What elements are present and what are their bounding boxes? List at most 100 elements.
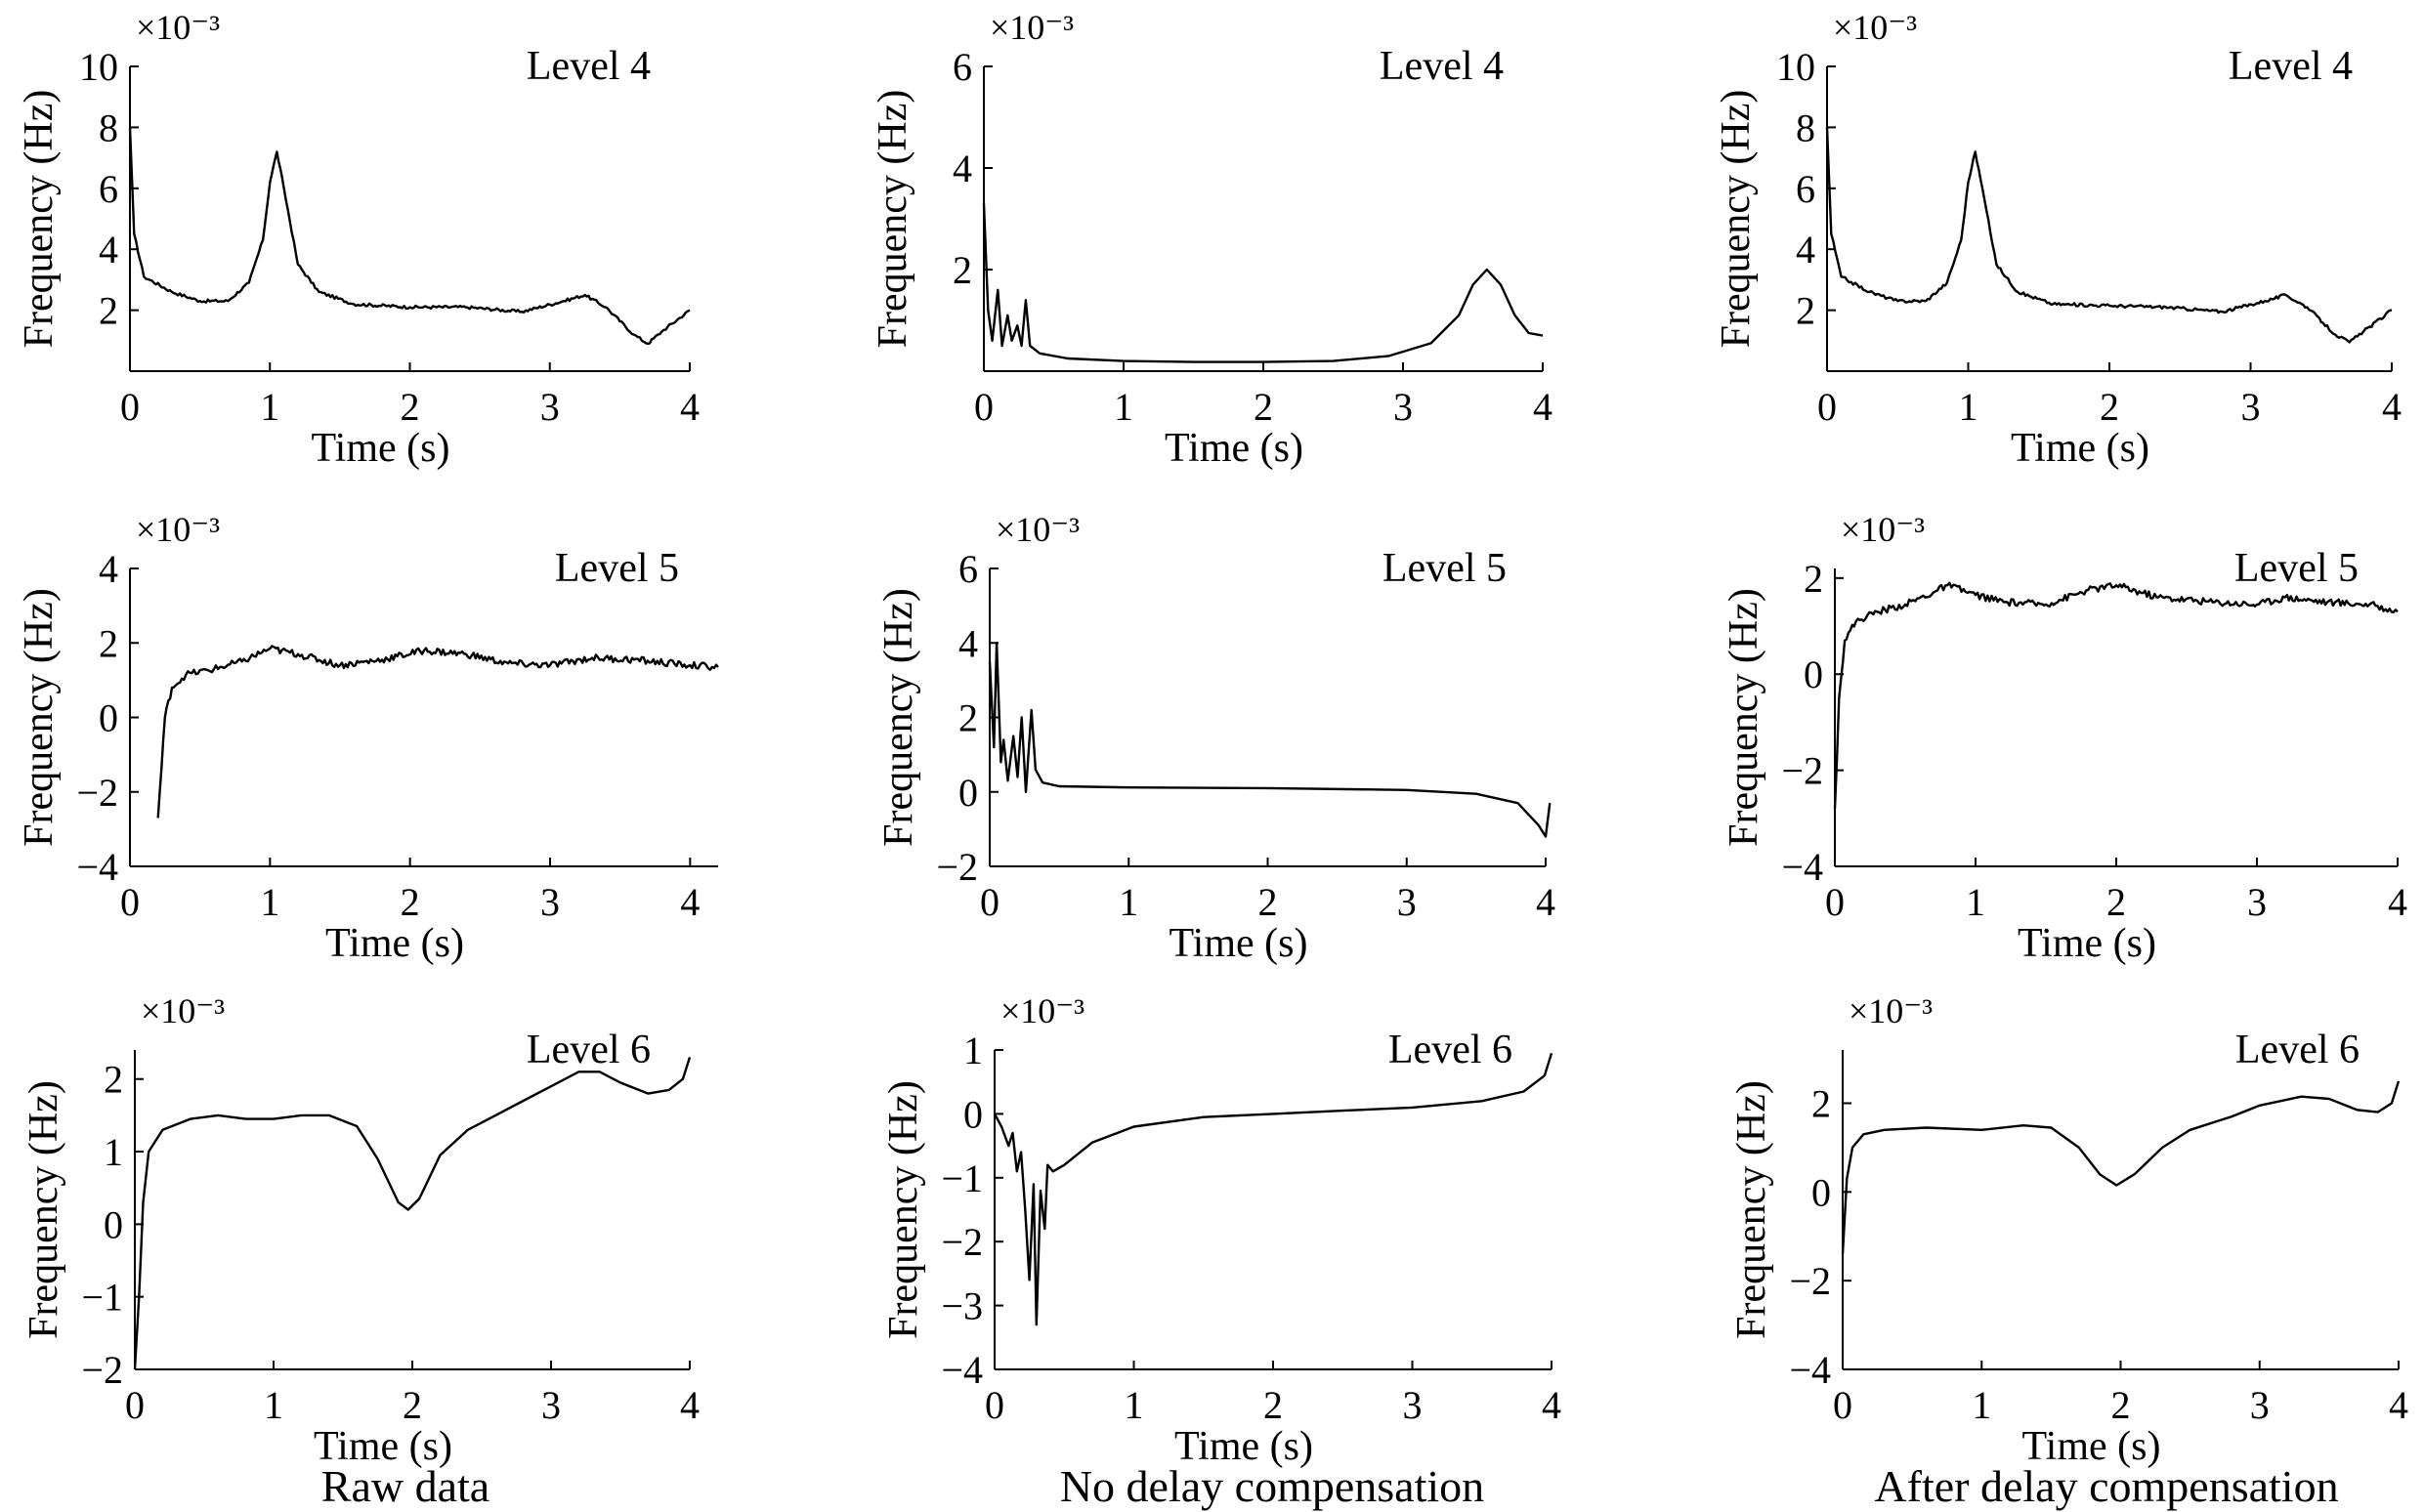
series-line xyxy=(993,1052,1553,1326)
exponent-label: ×10⁻³ xyxy=(1841,510,1925,549)
y-axis-label: Frequency (Hz) xyxy=(1729,1080,1774,1339)
panel-label: Level 5 xyxy=(555,546,679,591)
y-tick-label: 2 xyxy=(99,621,118,665)
x-tick-label: 2 xyxy=(2100,385,2119,429)
series-line xyxy=(1825,127,2393,344)
y-axis-label: Frequency (Hz) xyxy=(17,588,62,847)
x-tick-label: 0 xyxy=(1833,1383,1852,1427)
y-tick-label: 0 xyxy=(958,771,978,815)
y-tick-label: 0 xyxy=(1804,652,1823,696)
panel-raw-l6: 0 1 2 3 4 −2 −1 0 1 2 ×10⁻³ Level 6 Time (s) Frequenc… xyxy=(21,991,700,1469)
series-line xyxy=(988,642,1552,838)
exponent-label: ×10⁻³ xyxy=(1000,991,1084,1030)
panel-raw-l4: 0 1 2 3 4 2 4 6 8 10 ×10⁻³ Level 4 Time (s) Frequency… xyxy=(17,8,700,471)
x-tick-label: 4 xyxy=(1536,880,1555,924)
x-tick-label: 2 xyxy=(1258,880,1278,924)
panel-nodelay-l6: 0 1 2 3 4 −4 −3 −2 −1 0 1 ×10⁻³ Level 6 Time (s) Frequ… xyxy=(881,991,1561,1469)
y-tick-label: −2 xyxy=(1781,749,1823,793)
x-tick-label: 0 xyxy=(985,1383,1004,1427)
x-tick-label: 0 xyxy=(980,880,999,924)
y-tick-label: 2 xyxy=(1811,1082,1831,1126)
y-tick-label: 6 xyxy=(1796,167,1815,211)
x-tick-label: 2 xyxy=(2111,1383,2131,1427)
x-tick-label: 4 xyxy=(680,385,700,429)
y-tick-label: 8 xyxy=(99,105,118,149)
y-tick-label: 2 xyxy=(99,289,118,333)
x-tick-label: 0 xyxy=(120,385,140,429)
exponent-label: ×10⁻³ xyxy=(136,8,220,47)
x-tick-label: 2 xyxy=(401,385,420,429)
x-tick-label: 3 xyxy=(2247,880,2267,924)
y-tick-label: −3 xyxy=(941,1284,983,1328)
exponent-label: ×10⁻³ xyxy=(1849,991,1933,1030)
exponent-label: ×10⁻³ xyxy=(996,510,1080,549)
y-tick-label: −4 xyxy=(76,845,118,889)
y-tick-label: 0 xyxy=(99,696,118,740)
x-tick-label: 1 xyxy=(264,1383,283,1427)
y-tick-label: 1 xyxy=(104,1130,123,1174)
x-axis-label: Time (s) xyxy=(325,921,464,966)
y-axis-label: Frequency (Hz) xyxy=(1722,588,1766,847)
y-tick-label: 4 xyxy=(99,228,118,272)
x-tick-label: 2 xyxy=(1254,385,1273,429)
y-tick-label: −2 xyxy=(936,845,978,889)
x-tick-label: 1 xyxy=(260,880,279,924)
x-tick-label: 0 xyxy=(1825,880,1845,924)
y-tick-label: 4 xyxy=(958,621,978,665)
x-tick-label: 3 xyxy=(1397,880,1417,924)
panel-nodelay-l4: 0 1 2 3 4 2 4 6 ×10⁻³ Level 4 Time (s) Frequency (H… xyxy=(871,8,1552,471)
y-tick-label: −2 xyxy=(941,1220,983,1264)
y-tick-label: −1 xyxy=(941,1156,983,1200)
series-line xyxy=(1841,1080,2401,1254)
x-tick-label: 1 xyxy=(1959,385,1978,429)
y-axis-label: Frequency (Hz) xyxy=(871,90,915,349)
y-tick-label: 0 xyxy=(1811,1170,1831,1214)
y-tick-label: 1 xyxy=(963,1029,983,1072)
exponent-label: ×10⁻³ xyxy=(990,8,1074,47)
y-tick-label: 0 xyxy=(963,1092,983,1136)
x-tick-label: 0 xyxy=(120,880,140,924)
y-tick-label: 4 xyxy=(99,547,118,591)
y-tick-label: 6 xyxy=(953,45,972,89)
y-axis-label: Frequency (Hz) xyxy=(881,1080,926,1339)
y-tick-label: 6 xyxy=(99,167,118,211)
panel-label: Level 6 xyxy=(527,1028,651,1072)
x-tick-label: 2 xyxy=(401,880,420,924)
caption-no-delay-compensation: No delay compensation xyxy=(1059,1461,1485,1511)
panel-label: Level 6 xyxy=(1388,1028,1512,1072)
x-tick-label: 4 xyxy=(2389,1383,2408,1427)
series-line xyxy=(156,645,719,819)
x-axis-label: Time (s) xyxy=(1169,921,1308,966)
series-line xyxy=(133,1057,692,1370)
y-tick-label: 8 xyxy=(1796,105,1815,149)
y-axis-label: Frequency (Hz) xyxy=(21,1080,66,1339)
x-tick-label: 3 xyxy=(2250,1383,2270,1427)
y-tick-label: −2 xyxy=(1789,1259,1831,1303)
x-tick-label: 4 xyxy=(1533,385,1552,429)
x-tick-label: 1 xyxy=(1966,880,1985,924)
x-tick-label: 1 xyxy=(1125,1383,1144,1427)
exponent-label: ×10⁻³ xyxy=(1833,8,1917,47)
panel-label: Level 4 xyxy=(2229,44,2353,89)
x-tick-label: 4 xyxy=(680,880,700,924)
x-tick-label: 1 xyxy=(260,385,279,429)
y-tick-label: 10 xyxy=(1776,45,1815,89)
x-tick-label: 0 xyxy=(125,1383,145,1427)
x-tick-label: 3 xyxy=(1393,385,1413,429)
x-axis-label: Time (s) xyxy=(1174,1424,1313,1469)
y-tick-label: 10 xyxy=(79,45,118,89)
y-tick-label: 2 xyxy=(958,696,978,740)
x-axis-label: Time (s) xyxy=(314,1424,452,1469)
x-tick-label: 1 xyxy=(1114,385,1133,429)
x-tick-label: 0 xyxy=(974,385,994,429)
x-tick-label: 3 xyxy=(540,385,560,429)
y-tick-label: 6 xyxy=(958,547,978,591)
x-tick-label: 4 xyxy=(2388,880,2407,924)
x-tick-label: 2 xyxy=(403,1383,422,1427)
x-tick-label: 1 xyxy=(1972,1383,1991,1427)
x-tick-label: 3 xyxy=(541,1383,561,1427)
y-axis-label: Frequency (Hz) xyxy=(1714,90,1759,349)
panel-label: Level 5 xyxy=(1382,546,1507,591)
x-tick-label: 3 xyxy=(540,880,560,924)
